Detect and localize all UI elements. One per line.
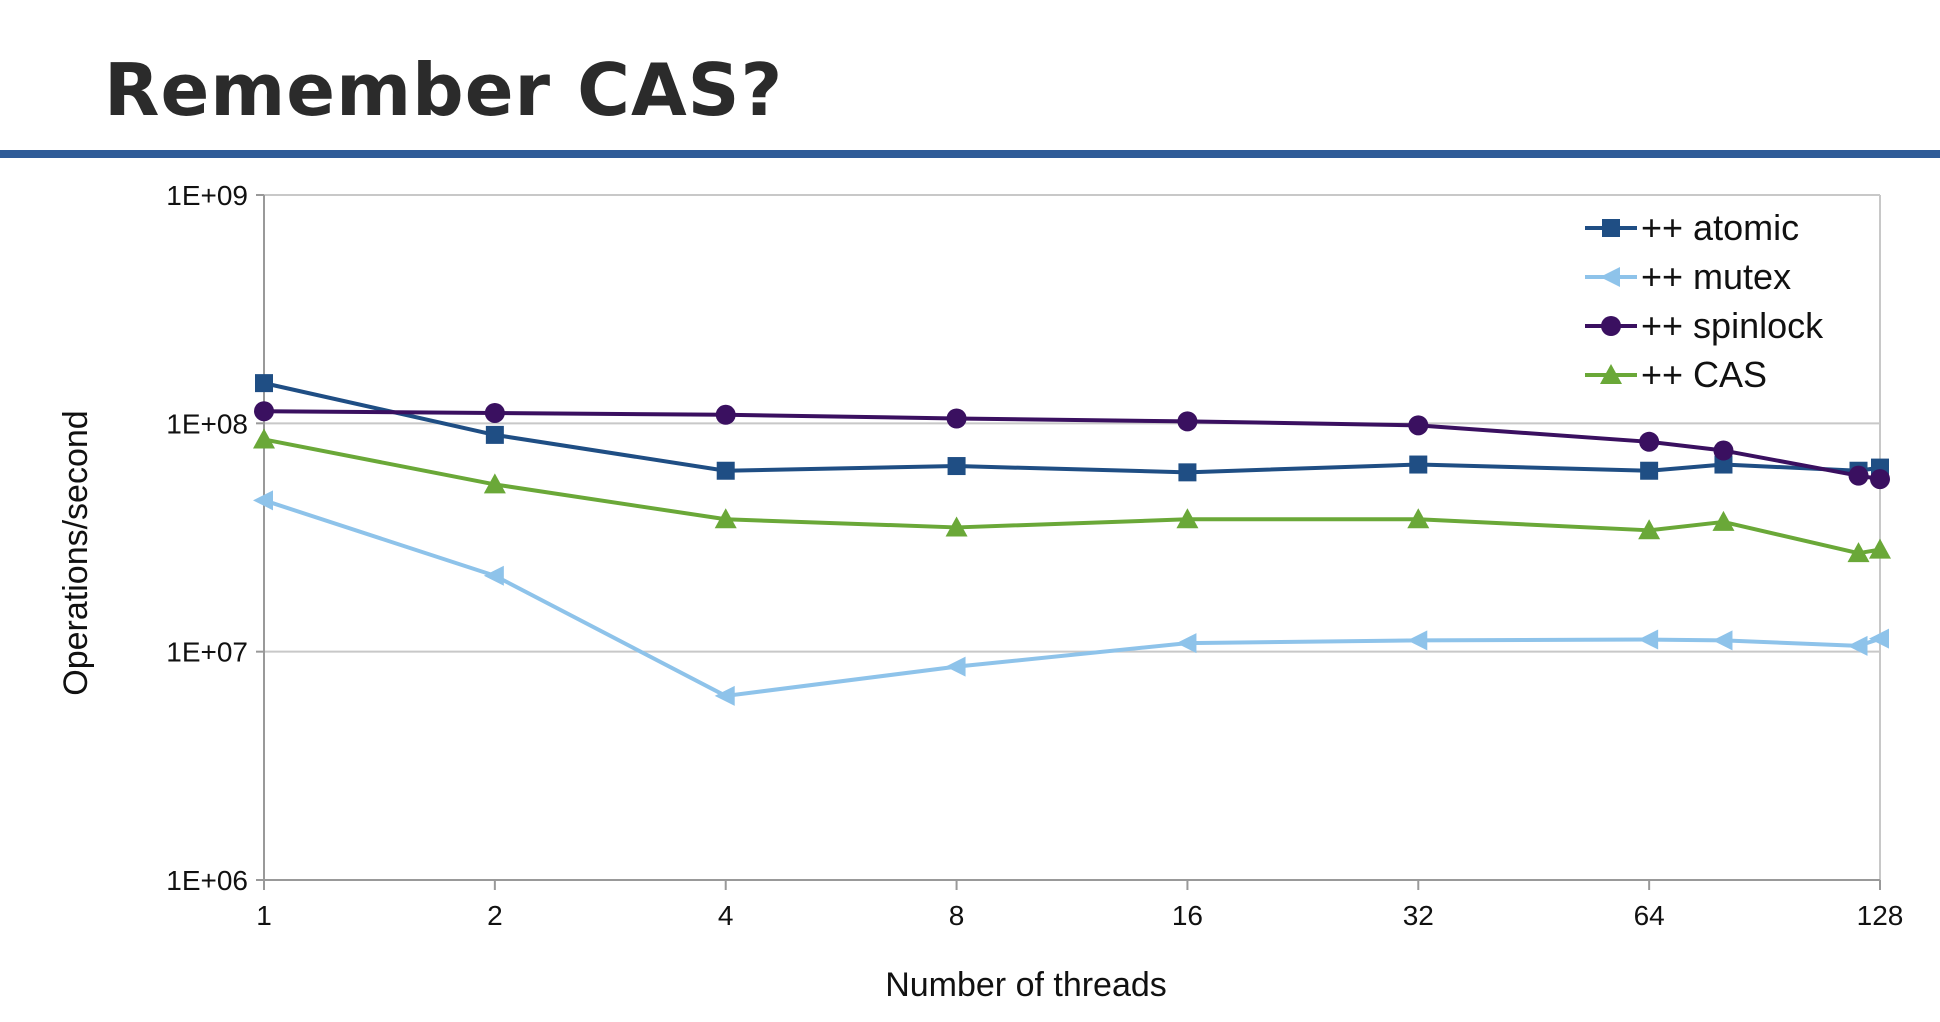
y-tick-label: 1E+08 bbox=[166, 408, 248, 439]
data-point-mutex bbox=[1712, 630, 1733, 651]
x-tick-label: 128 bbox=[1857, 900, 1904, 931]
data-point-cas bbox=[714, 508, 737, 529]
legend: ++ atomic ++ mutex ++ spinlock ++ CAS bbox=[1585, 207, 1824, 395]
x-tick-label: 16 bbox=[1172, 900, 1203, 931]
series-line-spinlock bbox=[263, 409, 1881, 482]
data-point-cas bbox=[1847, 542, 1870, 563]
data-point-cas bbox=[1176, 508, 1199, 529]
data-point-spinlock bbox=[1639, 431, 1660, 452]
data-point-spinlock bbox=[484, 402, 505, 423]
data-point-mutex bbox=[1869, 628, 1889, 649]
y-axis-title: Operations/second bbox=[57, 410, 95, 695]
legend-marker bbox=[1600, 267, 1620, 287]
data-point-mutex bbox=[945, 656, 966, 677]
data-point-cas bbox=[483, 473, 506, 494]
axes-layer: 1E+06 1E+07 1E+08 1E+09 1 2 4 8 16 32 64 128 bbox=[166, 180, 1903, 931]
series-spinlock bbox=[254, 401, 1890, 490]
data-point-cas bbox=[1869, 538, 1891, 559]
data-point-spinlock bbox=[715, 404, 736, 425]
legend-item-mutex: ++ mutex bbox=[1585, 256, 1791, 297]
data-point-atomic bbox=[1178, 463, 1197, 482]
data-point-mutex bbox=[1638, 629, 1659, 650]
data-point-atomic bbox=[1714, 455, 1733, 474]
series-cas bbox=[253, 428, 1891, 563]
legend-item-atomic: ++ atomic bbox=[1585, 207, 1799, 248]
legend-label: ++ spinlock bbox=[1641, 305, 1824, 346]
legend-marker bbox=[1601, 316, 1621, 336]
grid-layer bbox=[264, 194, 1881, 881]
series-line-atomic bbox=[263, 381, 1881, 475]
x-tick-label: 8 bbox=[949, 900, 965, 931]
data-point-atomic bbox=[716, 461, 735, 480]
legend-label: ++ atomic bbox=[1641, 207, 1799, 248]
series-line-mutex bbox=[263, 498, 1881, 698]
data-point-mutex bbox=[483, 565, 504, 586]
data-point-spinlock bbox=[946, 408, 967, 429]
data-point-cas bbox=[945, 516, 968, 537]
y-tick-label: 1E+09 bbox=[166, 180, 248, 211]
data-point-cas bbox=[1712, 510, 1735, 531]
series-line-cas bbox=[263, 437, 1881, 556]
x-tick-label: 64 bbox=[1634, 900, 1665, 931]
title-divider bbox=[0, 150, 1940, 158]
data-point-spinlock bbox=[1713, 440, 1734, 461]
slide-title: Remember CAS? bbox=[104, 48, 784, 132]
data-point-cas bbox=[1407, 508, 1430, 529]
legend-marker bbox=[1600, 364, 1622, 384]
data-point-cas bbox=[253, 428, 275, 449]
x-tick-label: 1 bbox=[256, 900, 272, 931]
y-tick-label: 1E+07 bbox=[166, 637, 248, 668]
data-point-atomic bbox=[947, 457, 966, 476]
legend-item-spinlock: ++ spinlock bbox=[1585, 305, 1824, 346]
y-tick-label: 1E+06 bbox=[166, 865, 248, 896]
data-point-spinlock bbox=[254, 401, 274, 422]
legend-label: ++ CAS bbox=[1641, 354, 1767, 395]
data-point-atomic bbox=[1409, 455, 1428, 474]
data-point-mutex bbox=[1176, 633, 1197, 654]
data-point-mutex bbox=[714, 685, 735, 706]
data-point-spinlock bbox=[1870, 469, 1890, 490]
x-tick-label: 2 bbox=[487, 900, 503, 931]
data-point-spinlock bbox=[1408, 415, 1429, 436]
data-point-mutex bbox=[1407, 630, 1428, 651]
data-point-mutex bbox=[253, 490, 273, 511]
data-point-atomic bbox=[255, 374, 273, 393]
x-tick-label: 4 bbox=[718, 900, 734, 931]
data-point-spinlock bbox=[1177, 411, 1198, 432]
data-point-spinlock bbox=[1848, 465, 1869, 486]
legend-item-cas: ++ CAS bbox=[1585, 354, 1767, 395]
data-point-atomic bbox=[1640, 461, 1659, 480]
data-point-cas bbox=[1638, 519, 1661, 540]
data-point-mutex bbox=[1847, 635, 1868, 656]
x-tick-label: 32 bbox=[1403, 900, 1434, 931]
x-axis-title: Number of threads bbox=[885, 966, 1167, 1004]
legend-marker bbox=[1602, 219, 1620, 237]
series-mutex bbox=[253, 490, 1889, 706]
series-layer bbox=[253, 374, 1891, 706]
legend-label: ++ mutex bbox=[1641, 256, 1791, 297]
data-point-atomic bbox=[485, 425, 504, 444]
